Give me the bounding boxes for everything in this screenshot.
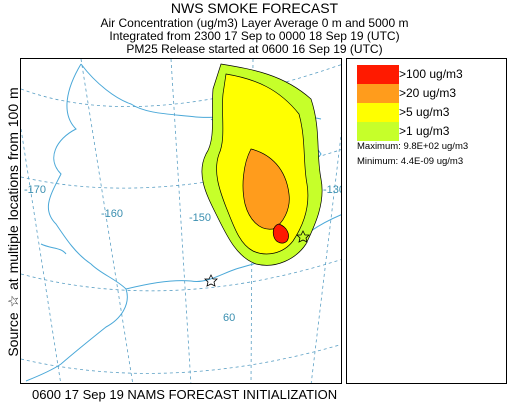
legend-label-1: >1 ug/m3	[399, 124, 450, 138]
legend-panel: >100 ug/m3 >20 ug/m3 >5 ug/m3 >1 ug/m3 M…	[346, 58, 507, 384]
release-info: PM25 Release started at 0600 16 Sep 19 (…	[126, 42, 383, 56]
smoke-map: -170 -160 -150 -130 60	[21, 59, 342, 383]
legend-swatch-100	[357, 65, 399, 84]
legend-swatch-5	[357, 103, 399, 122]
map-panel: -170 -160 -150 -130 60	[20, 58, 342, 384]
lat-line-60	[21, 259, 341, 292]
coast-west	[25, 63, 128, 382]
lon-line-170	[21, 128, 62, 383]
legend-label-5: >5 ug/m3	[399, 105, 450, 119]
lat-line-55	[21, 344, 341, 374]
smoke-plume	[201, 63, 323, 266]
lon-label-160: -160	[101, 208, 123, 220]
coast-island-1	[40, 243, 67, 255]
legend-row-100: >100 ug/m3	[357, 65, 507, 84]
legend-label-20: >20 ug/m3	[399, 86, 457, 100]
minimum-value: Minimum: 4.4E-09 ug/m3	[357, 156, 464, 167]
lon-label-150: -150	[189, 212, 211, 224]
forecast-initialization: 0600 17 Sep 19 NAMS FORECAST INITIALIZAT…	[32, 387, 338, 402]
integration-period: Integrated from 2300 17 Sep to 0000 18 S…	[109, 29, 400, 43]
source-markers	[204, 230, 310, 287]
lon-line-130	[310, 132, 341, 383]
lon-line-160	[80, 59, 134, 383]
lat-label-60: 60	[223, 312, 235, 324]
legend-row-20: >20 ug/m3	[357, 84, 507, 103]
contour-100	[272, 223, 289, 244]
legend-swatch-20	[357, 84, 399, 103]
legend-row-5: >5 ug/m3	[357, 103, 507, 122]
maximum-value: Maximum: 9.8E+02 ug/m3	[357, 141, 469, 152]
contour-20	[242, 148, 290, 230]
source-star-1	[204, 274, 218, 287]
lon-label-170: -170	[24, 184, 46, 196]
map-title: NWS SMOKE FORECAST	[170, 0, 339, 16]
lon-line-150	[170, 59, 192, 383]
legend-swatch-1	[357, 122, 399, 141]
legend-row-1: >1 ug/m3	[357, 122, 507, 141]
legend-label-100: >100 ug/m3	[399, 67, 463, 81]
source-star-2	[296, 230, 310, 243]
concentration-subtitle: Air Concentration (ug/m3) Layer Average …	[100, 16, 409, 30]
lon-label-130: -130	[323, 184, 342, 196]
